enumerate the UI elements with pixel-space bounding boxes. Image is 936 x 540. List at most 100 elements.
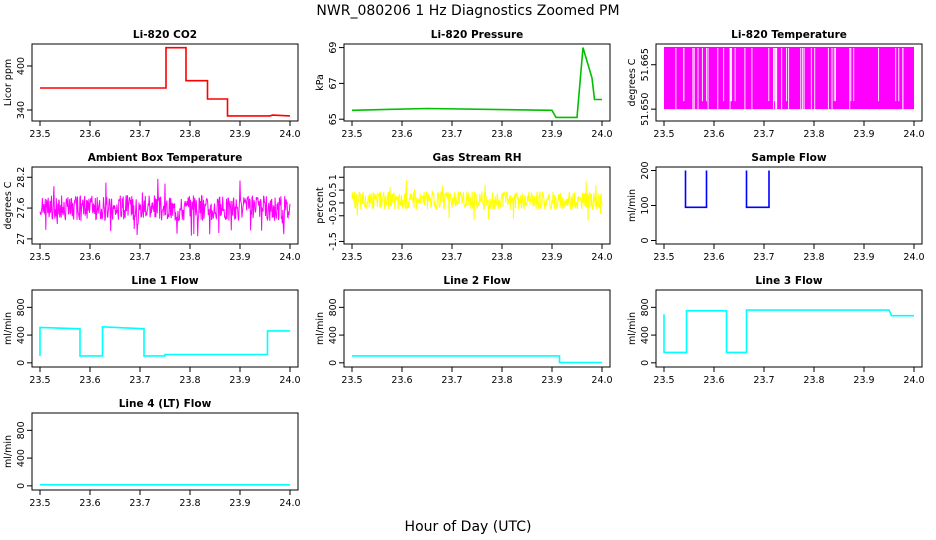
panel-9: Line 3 Flow 23.5 23.6 23.7 23.8 23.9 24.0 0 400 8… <box>627 275 925 386</box>
y-tick-label: 400 <box>16 57 27 75</box>
x-tick-label: 23.8 <box>803 375 824 386</box>
x-tick-label: 23.9 <box>229 252 250 263</box>
y-tick-label: 400 <box>328 326 339 344</box>
series-line-1 <box>663 309 914 354</box>
x-tick-label: 23.9 <box>541 129 562 140</box>
y-tick-label: 51.650 <box>640 93 651 126</box>
panel-6: Sample Flow 23.5 23.6 23.7 23.8 23.9 24.0 0 100 2… <box>627 152 925 263</box>
x-tick-label: 23.8 <box>803 129 824 140</box>
y-tick-label: 400 <box>16 449 27 467</box>
data-group <box>684 170 770 209</box>
panel-title: Li-820 Temperature <box>731 29 847 41</box>
y-tick-label: 800 <box>640 298 651 316</box>
x-tick-label: 24.0 <box>903 252 924 263</box>
panel-title: Sample Flow <box>751 152 826 164</box>
x-tick-label: 24.0 <box>591 375 612 386</box>
x-tick-label: 23.8 <box>179 252 200 263</box>
panel-title: Li-820 Pressure <box>431 29 524 41</box>
y-axis-label: degrees C <box>3 181 14 229</box>
y-axis-label: percent <box>315 187 326 224</box>
x-tick-label: 23.5 <box>29 498 50 509</box>
data-group <box>351 47 602 119</box>
x-tick-label: 23.7 <box>753 375 774 386</box>
x-tick-label: 23.6 <box>79 498 100 509</box>
panel-title: Line 3 Flow <box>755 275 822 287</box>
y-tick-label: 0 <box>328 200 339 206</box>
y-tick-label: 0 <box>328 360 339 366</box>
data-group <box>351 180 603 221</box>
plot-frame <box>343 43 611 122</box>
y-tick-label: 800 <box>16 421 27 439</box>
y-tick-label: 200 <box>640 161 651 179</box>
panel-2: Li-820 Pressure 23.5 23.6 23.7 23.8 23.9 24.0 6… <box>315 29 613 140</box>
panel-title: Line 1 Flow <box>131 275 198 287</box>
x-tick-label: 23.8 <box>179 498 200 509</box>
x-tick-label: 23.9 <box>541 252 562 263</box>
panel-title: Ambient Box Temperature <box>88 152 243 164</box>
y-tick-label: 65 <box>328 113 339 125</box>
x-tick-label: 24.0 <box>279 375 300 386</box>
x-tick-label: 24.0 <box>591 252 612 263</box>
x-axis-label: Hour of Day (UTC) <box>405 519 532 535</box>
x-tick-label: 24.0 <box>591 129 612 140</box>
x-tick-label: 23.9 <box>229 129 250 140</box>
y-tick-label: 340 <box>16 101 27 119</box>
panel-title: Li-820 CO2 <box>133 29 197 41</box>
series-line-1 <box>352 355 602 364</box>
panel-8: Line 2 Flow 23.5 23.6 23.7 23.8 23.9 24.0 0 400 8… <box>315 275 613 386</box>
x-tick-label: 23.6 <box>79 375 100 386</box>
y-tick-label: 0.5 <box>328 183 339 198</box>
y-tick-label: 1 <box>328 174 339 180</box>
plot-frame <box>343 166 611 245</box>
x-tick-label: 23.7 <box>129 129 150 140</box>
series-line-1 <box>39 325 290 357</box>
series-line-1 <box>40 46 291 117</box>
x-tick-label: 23.5 <box>29 129 50 140</box>
x-tick-label: 23.8 <box>491 129 512 140</box>
plot-frame <box>343 289 611 368</box>
x-tick-label: 23.9 <box>853 375 874 386</box>
y-tick-label: 28.2 <box>16 167 27 188</box>
x-tick-label: 23.8 <box>803 252 824 263</box>
y-tick-label: 800 <box>328 298 339 316</box>
x-tick-label: 23.8 <box>491 252 512 263</box>
y-axis-label: degrees C <box>627 58 638 106</box>
y-tick-label: 400 <box>16 326 27 344</box>
panel-4: Ambient Box Temperature 23.5 23.6 23.7 23.8 2… <box>3 152 301 263</box>
x-tick-label: 23.9 <box>853 129 874 140</box>
plot-frame <box>655 43 923 122</box>
x-tick-label: 23.5 <box>29 252 50 263</box>
x-tick-label: 24.0 <box>279 252 300 263</box>
y-tick-label: -0.5 <box>328 206 339 225</box>
y-tick-label: 0 <box>640 237 651 243</box>
x-tick-label: 23.8 <box>491 375 512 386</box>
data-group <box>39 178 291 237</box>
y-axis-label: ml/min <box>315 312 326 345</box>
data-group <box>352 355 602 364</box>
plot-frame <box>31 43 299 122</box>
x-tick-label: 23.8 <box>179 375 200 386</box>
x-tick-label: 23.6 <box>391 129 412 140</box>
panel-7: Line 1 Flow 23.5 23.6 23.7 23.8 23.9 24.0 0 400 8… <box>3 275 301 386</box>
series-noise <box>39 178 291 237</box>
y-tick-label: 400 <box>640 326 651 344</box>
x-tick-label: 23.5 <box>29 375 50 386</box>
x-tick-label: 23.7 <box>129 498 150 509</box>
x-tick-label: 23.7 <box>129 252 150 263</box>
panel-title: Line 2 Flow <box>443 275 510 287</box>
y-tick-label: 0 <box>16 360 27 366</box>
y-tick-label: 51.665 <box>640 48 651 81</box>
y-axis-label: ml/min <box>627 312 638 345</box>
x-tick-label: 24.0 <box>279 129 300 140</box>
y-tick-label: 27 <box>16 233 27 245</box>
x-tick-label: 23.9 <box>541 375 562 386</box>
x-tick-label: 23.5 <box>341 375 362 386</box>
y-tick-label: 0 <box>640 360 651 366</box>
plot-frame <box>31 289 299 368</box>
y-axis-label: Licor ppm <box>3 59 14 106</box>
x-tick-label: 23.6 <box>79 252 100 263</box>
x-tick-label: 23.5 <box>653 129 674 140</box>
x-tick-label: 23.6 <box>391 375 412 386</box>
plot-frame <box>655 289 923 368</box>
